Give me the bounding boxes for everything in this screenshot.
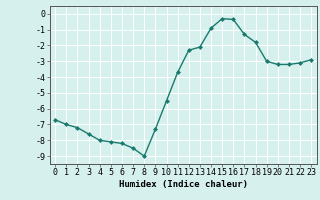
X-axis label: Humidex (Indice chaleur): Humidex (Indice chaleur) xyxy=(119,180,248,189)
